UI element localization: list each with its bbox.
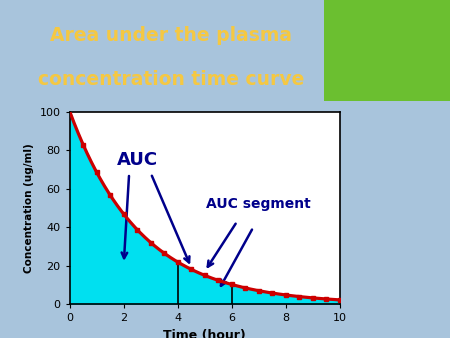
X-axis label: Time (hour): Time (hour)	[163, 329, 246, 338]
Polygon shape	[324, 0, 450, 101]
Text: concentration time curve: concentration time curve	[38, 70, 304, 89]
Y-axis label: Concentration (ug/ml): Concentration (ug/ml)	[24, 143, 34, 273]
Text: AUC: AUC	[117, 151, 158, 169]
Text: AUC segment: AUC segment	[207, 197, 311, 211]
Text: Area under the plasma: Area under the plasma	[50, 26, 292, 45]
